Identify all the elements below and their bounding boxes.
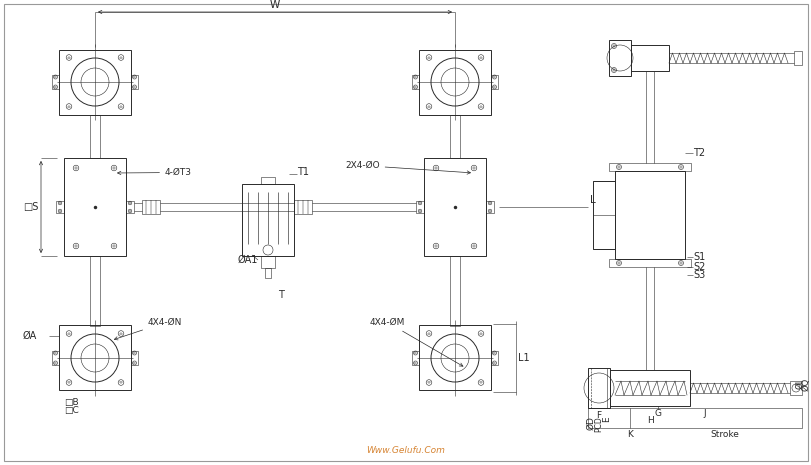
Bar xyxy=(415,201,423,213)
Bar xyxy=(52,351,59,365)
Bar xyxy=(587,368,609,408)
Bar xyxy=(587,408,801,428)
Bar xyxy=(264,268,271,278)
Bar xyxy=(260,256,275,268)
Bar xyxy=(126,201,134,213)
Bar xyxy=(793,51,801,65)
Bar xyxy=(56,201,64,213)
Bar xyxy=(294,200,311,214)
Text: L: L xyxy=(590,195,595,205)
Text: 2X4-ØO: 2X4-ØO xyxy=(345,161,470,174)
Text: □S: □S xyxy=(24,202,39,212)
Text: Stroke: Stroke xyxy=(710,430,739,439)
Bar xyxy=(131,75,138,89)
Bar xyxy=(614,171,684,259)
Text: J: J xyxy=(703,409,706,418)
Text: ØA1: ØA1 xyxy=(238,255,258,265)
Bar xyxy=(423,158,486,256)
Text: F: F xyxy=(596,411,601,420)
Text: G: G xyxy=(654,409,661,418)
Text: T1: T1 xyxy=(297,167,309,177)
Bar xyxy=(90,114,100,158)
Bar xyxy=(491,75,497,89)
Bar xyxy=(609,370,689,406)
Bar xyxy=(789,381,801,395)
Bar xyxy=(64,158,126,256)
Text: 4X4-ØN: 4X4-ØN xyxy=(114,318,182,340)
Bar xyxy=(260,177,275,184)
Bar xyxy=(449,114,460,158)
Text: K: K xyxy=(626,430,632,439)
Text: S3: S3 xyxy=(692,270,705,280)
Bar xyxy=(242,184,294,256)
Bar xyxy=(418,326,491,391)
Text: S2: S2 xyxy=(692,262,705,272)
Bar xyxy=(491,351,497,365)
Text: ØI: ØI xyxy=(794,379,803,389)
Text: ØQ: ØQ xyxy=(801,378,810,391)
Bar xyxy=(52,75,59,89)
Text: ØD: ØD xyxy=(586,416,594,430)
Bar xyxy=(411,75,418,89)
Bar xyxy=(608,163,690,171)
Bar xyxy=(59,49,131,114)
Text: □B: □B xyxy=(64,399,79,407)
Text: W: W xyxy=(269,0,280,10)
Bar xyxy=(411,351,418,365)
Text: 4-ØT3: 4-ØT3 xyxy=(118,168,191,177)
Text: E: E xyxy=(602,416,611,422)
Text: PCD: PCD xyxy=(594,416,603,432)
Bar xyxy=(486,201,493,213)
Text: T2: T2 xyxy=(692,148,704,158)
Text: H: H xyxy=(647,416,654,425)
Bar xyxy=(630,45,668,71)
Text: L1: L1 xyxy=(517,353,529,363)
Bar xyxy=(90,256,100,326)
Bar xyxy=(418,49,491,114)
Bar xyxy=(449,256,460,326)
Text: 4X4-ØM: 4X4-ØM xyxy=(370,318,462,366)
Bar xyxy=(131,351,138,365)
Text: Www.Gelufu.Com: Www.Gelufu.Com xyxy=(366,446,445,455)
Text: T: T xyxy=(277,290,284,300)
Text: S1: S1 xyxy=(692,252,705,262)
Bar xyxy=(608,259,690,267)
Text: □C: □C xyxy=(64,406,79,416)
Bar xyxy=(592,181,614,249)
Bar xyxy=(59,326,131,391)
Bar xyxy=(142,200,160,214)
Text: ØA: ØA xyxy=(23,331,37,341)
Bar xyxy=(608,40,630,76)
